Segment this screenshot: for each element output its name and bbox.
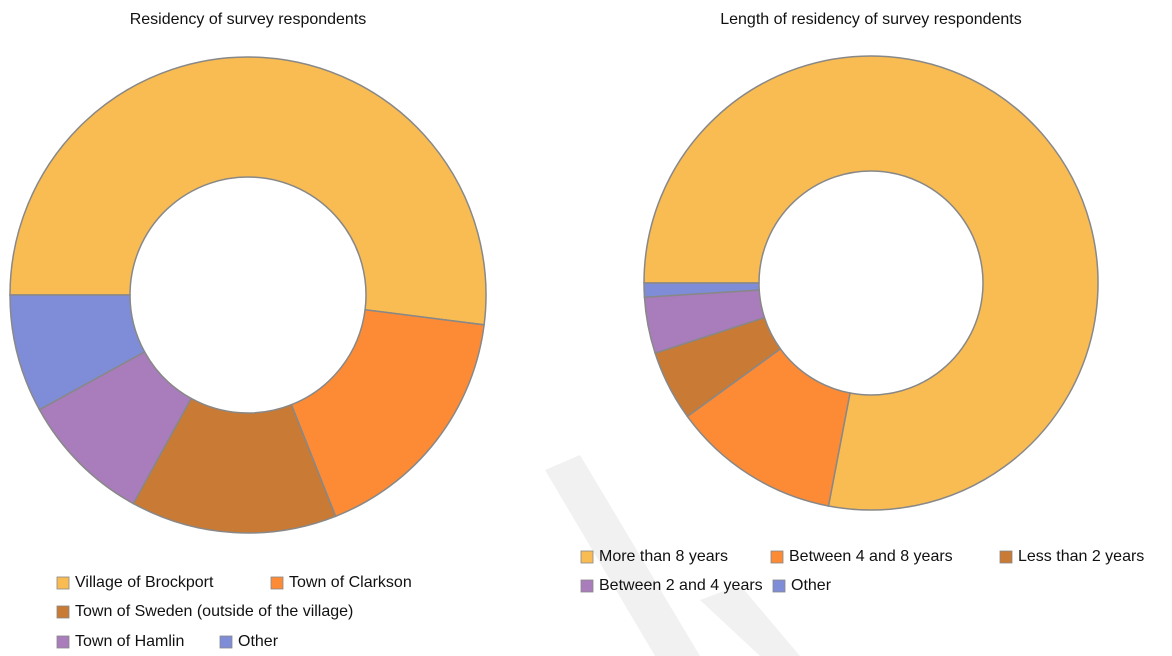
legend-swatch: [999, 550, 1013, 564]
legend-label: More than 8 years: [599, 548, 728, 565]
legend-label: Other: [238, 633, 279, 650]
legend-label: Town of Hamlin: [75, 633, 184, 650]
legend-swatch: [219, 635, 233, 649]
legend-label: Less than 2 years: [1018, 548, 1144, 565]
donut-slice: [643, 282, 761, 299]
legend-label: Town of Clarkson: [289, 574, 412, 591]
chart-title: Residency of survey respondents: [130, 11, 367, 28]
legend-label: Village of Brockport: [75, 574, 214, 591]
legend-swatch: [580, 550, 594, 564]
legend-label: Between 2 and 4 years: [599, 577, 763, 594]
donut-slice: [290, 308, 485, 518]
legend-swatch: [56, 576, 70, 590]
legend-swatch: [270, 576, 284, 590]
legend-label: Other: [791, 577, 832, 594]
chart-title: Length of residency of survey respondent…: [720, 11, 1022, 28]
donut-slice: [9, 294, 146, 411]
donut-slice: [643, 55, 1099, 511]
legend-swatch: [772, 579, 786, 593]
donut-slice: [9, 56, 487, 326]
watermark: [545, 455, 700, 656]
watermark: [700, 585, 800, 656]
legend-swatch: [56, 605, 70, 619]
legend-label: Between 4 and 8 years: [789, 548, 953, 565]
donut-slice: [132, 397, 337, 534]
legend-label: Town of Sweden (outside of the village): [75, 603, 353, 620]
legend-swatch: [770, 550, 784, 564]
legend-swatch: [580, 579, 594, 593]
legend-swatch: [56, 635, 70, 649]
